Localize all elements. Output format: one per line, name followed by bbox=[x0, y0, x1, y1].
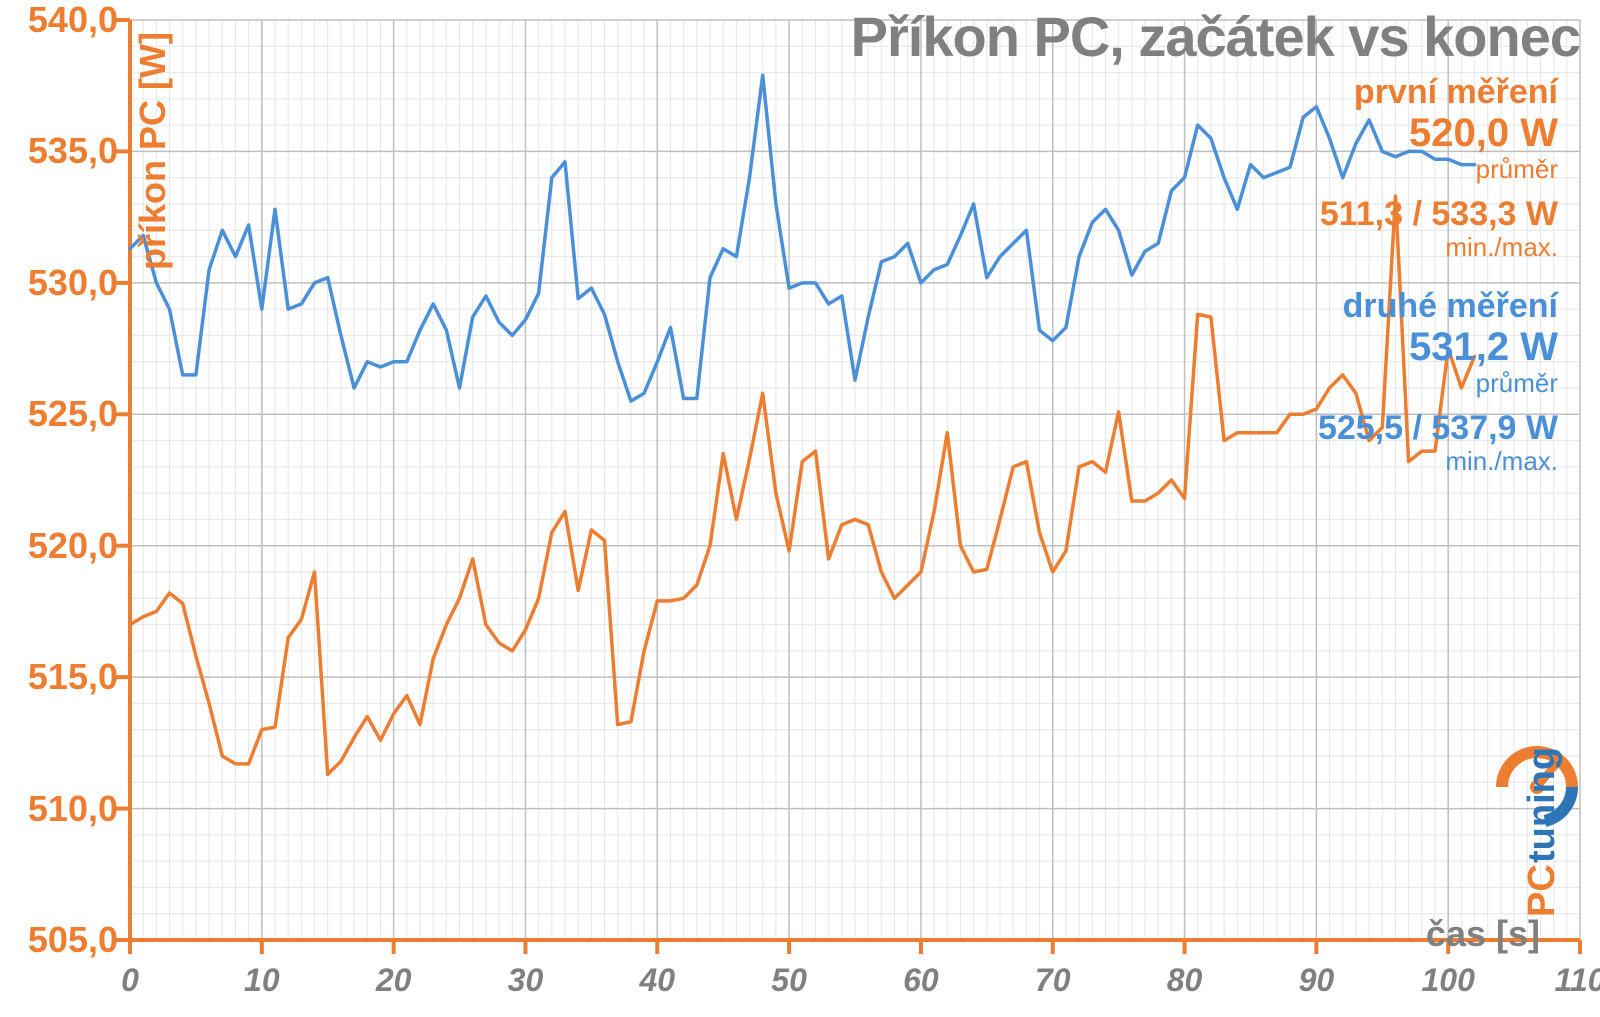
ytick-label: 525,0 bbox=[28, 393, 118, 435]
series1-minmax: 511,3 / 533,3 W bbox=[1320, 196, 1558, 233]
xtick-label: 60 bbox=[903, 962, 939, 999]
xtick-label: 80 bbox=[1167, 962, 1203, 999]
ytick-label: 515,0 bbox=[28, 656, 118, 698]
chart-title: Příkon PC, začátek vs konec bbox=[851, 4, 1580, 69]
xtick-label: 10 bbox=[244, 962, 280, 999]
y-axis-label: příkon PC [W] bbox=[132, 32, 174, 270]
ytick-label: 505,0 bbox=[28, 919, 118, 961]
series2-name: druhé měření bbox=[1318, 288, 1558, 325]
series1-annotation: první měření 520,0 W průměr 511,3 / 533,… bbox=[1320, 74, 1558, 262]
xtick-label: 30 bbox=[508, 962, 544, 999]
series1-minmax-sub: min./max. bbox=[1320, 233, 1558, 262]
ytick-label: 530,0 bbox=[28, 262, 118, 304]
chart-container: Příkon PC, začátek vs konec příkon PC [W… bbox=[0, 0, 1600, 1017]
ytick-marks bbox=[116, 20, 130, 940]
series1-name: první měření bbox=[1320, 74, 1558, 111]
series2-minmax-sub: min./max. bbox=[1318, 447, 1558, 476]
series2-annotation: druhé měření 531,2 W průměr 525,5 / 537,… bbox=[1318, 288, 1558, 476]
series2-minmax: 525,5 / 537,9 W bbox=[1318, 410, 1558, 447]
xtick-label: 0 bbox=[121, 962, 139, 999]
series1-avg-sub: průměr bbox=[1320, 155, 1558, 184]
xtick-label: 40 bbox=[639, 962, 675, 999]
svg-text:PC: PC bbox=[1521, 864, 1563, 917]
xtick-marks bbox=[130, 940, 1580, 954]
series2-avg-sub: průměr bbox=[1318, 369, 1558, 398]
ytick-label: 540,0 bbox=[28, 0, 118, 41]
xtick-label: 90 bbox=[1299, 962, 1335, 999]
xtick-label: 100 bbox=[1421, 962, 1474, 999]
ytick-label: 520,0 bbox=[28, 525, 118, 567]
xtick-label: 110 bbox=[1554, 962, 1600, 999]
ytick-label: 510,0 bbox=[28, 788, 118, 830]
svg-text:tuning: tuning bbox=[1521, 747, 1563, 863]
series2-avg: 531,2 W bbox=[1318, 325, 1558, 369]
series1-avg: 520,0 W bbox=[1320, 111, 1558, 155]
xtick-label: 70 bbox=[1035, 962, 1071, 999]
xtick-label: 20 bbox=[376, 962, 412, 999]
pctuning-logo: PC tuning bbox=[1492, 617, 1582, 927]
ytick-label: 535,0 bbox=[28, 130, 118, 172]
xtick-label: 50 bbox=[771, 962, 807, 999]
